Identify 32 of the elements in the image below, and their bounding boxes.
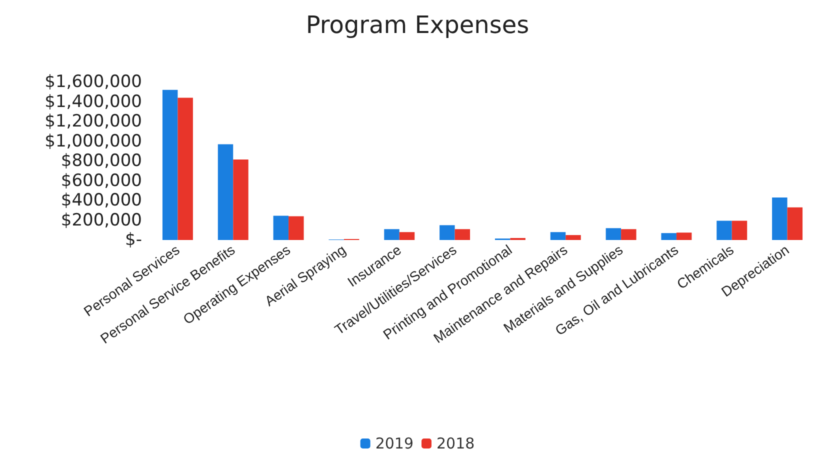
bar — [178, 98, 193, 240]
bar — [288, 216, 304, 240]
bar — [732, 220, 748, 240]
y-tick-label: $1,400,000 — [44, 92, 142, 112]
y-tick-label: $1,200,000 — [44, 112, 142, 132]
y-tick-label: $- — [125, 230, 142, 250]
bar — [454, 229, 470, 240]
bar — [384, 229, 400, 240]
bar — [162, 90, 178, 240]
bar — [772, 198, 788, 240]
bar — [621, 229, 636, 240]
bar — [550, 232, 566, 240]
chart-title: Program Expenses — [306, 11, 530, 39]
bar — [676, 232, 692, 240]
y-tick-label: $1,000,000 — [44, 131, 142, 152]
y-tick-label: $800,000 — [60, 151, 142, 171]
bar — [716, 220, 732, 240]
bar — [218, 144, 234, 240]
legend-label: 2019 — [375, 434, 414, 452]
bar — [566, 235, 581, 240]
bar — [787, 207, 803, 240]
y-tick-label: $400,000 — [60, 190, 142, 210]
y-tick-label: $200,000 — [60, 210, 142, 230]
bar — [440, 225, 455, 240]
bar — [661, 233, 676, 240]
bar — [399, 232, 415, 240]
legend-label: 2018 — [436, 434, 475, 452]
bar — [273, 216, 289, 240]
y-tick-label: $600,000 — [60, 170, 142, 191]
y-tick-label: $1,600,000 — [44, 72, 142, 92]
bar — [606, 228, 622, 240]
bar — [233, 160, 248, 240]
